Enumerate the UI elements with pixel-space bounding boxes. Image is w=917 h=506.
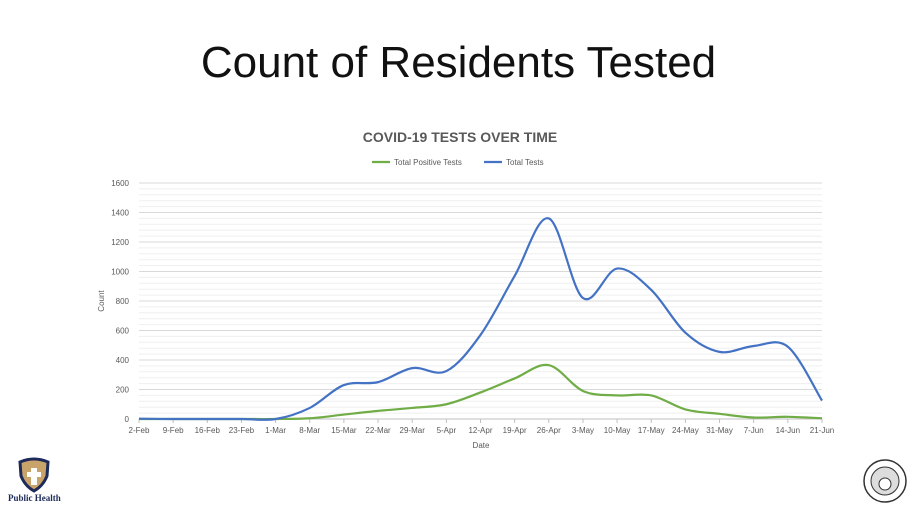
series-line-total-tests [138, 217, 823, 421]
axes: 0 200 400 600 800 1000 1200 1400 1600 2-Feb 9-Feb 1… [111, 179, 834, 435]
series-lines [138, 217, 823, 421]
x-tick-label: 8-Mar [299, 426, 320, 435]
x-tick-label: 24-May [672, 426, 699, 435]
x-tick-label: 1-Mar [265, 426, 286, 435]
gridlines [139, 182, 822, 420]
slide-title: Count of Residents Tested [200, 38, 717, 87]
x-tick-label: 3-May [572, 426, 594, 435]
y-tick-label: 0 [125, 415, 130, 424]
x-tick-label: 26-Apr [537, 426, 561, 435]
city-seal-logo [863, 459, 907, 503]
x-tick-label: 10-May [604, 426, 631, 435]
x-tick-label: 14-Jun [776, 426, 800, 435]
y-axis-label: Count [97, 290, 106, 312]
y-tick-label: 1000 [111, 268, 129, 277]
y-tick-label: 200 [116, 386, 130, 395]
legend: Total Positive Tests Total Tests [372, 158, 544, 167]
y-tick-label: 1400 [111, 209, 129, 218]
x-tick-label: 29-Mar [400, 426, 426, 435]
y-tick-label: 800 [116, 297, 130, 306]
x-tick-label: 9-Feb [163, 426, 184, 435]
x-tick-label: 23-Feb [229, 426, 255, 435]
public-health-label: Public Health [8, 493, 61, 503]
y-tick-label: 600 [116, 327, 130, 336]
public-health-logo [18, 457, 50, 493]
x-tick-label: 31-May [706, 426, 733, 435]
x-tick-label: 21-Jun [810, 426, 834, 435]
x-tick-label: 7-Jun [744, 426, 764, 435]
chart-title: COVID-19 TESTS OVER TIME [363, 129, 557, 145]
x-tick-label: 12-Apr [468, 426, 492, 435]
legend-label: Total Positive Tests [394, 158, 462, 167]
x-tick-label: 22-Mar [365, 426, 391, 435]
x-axis-label: Date [473, 441, 490, 450]
x-tick-label: 2-Feb [129, 426, 150, 435]
series-line-total-positive-tests [139, 363, 823, 421]
legend-label: Total Tests [506, 158, 544, 167]
x-tick-label: 5-Apr [437, 426, 457, 435]
x-tick-label: 15-Mar [331, 426, 357, 435]
x-tick-label: 19-Apr [503, 426, 527, 435]
y-tick-label: 1200 [111, 238, 129, 247]
y-tick-label: 1600 [111, 179, 129, 188]
y-tick-label: 400 [116, 356, 130, 365]
x-tick-label: 16-Feb [195, 426, 221, 435]
x-tick-label: 17-May [638, 426, 665, 435]
